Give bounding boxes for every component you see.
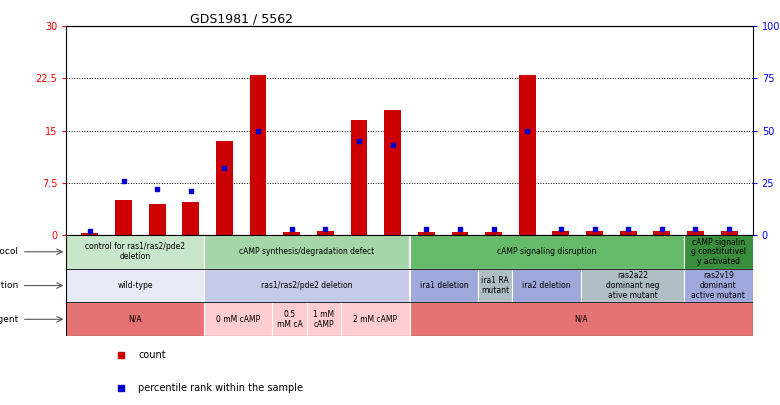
Point (588, 226, 601, 232)
Text: count: count (138, 350, 166, 360)
Text: ras2v19
dominant
active mutant: ras2v19 dominant active mutant (691, 271, 746, 300)
Bar (620, 231, 636, 235)
Text: GDS1981 / 5562: GDS1981 / 5562 (190, 12, 292, 25)
Bar (317, 231, 334, 235)
Text: wild-type: wild-type (117, 281, 153, 290)
Bar (250, 75, 267, 235)
Text: genotype/variation: genotype/variation (0, 281, 18, 290)
Text: 0.5
mM cA: 0.5 mM cA (276, 310, 303, 328)
Text: ira2 deletion: ira2 deletion (523, 281, 571, 290)
Text: ras1/ras2/pde2 deletion: ras1/ras2/pde2 deletion (261, 281, 353, 290)
Point (723, 226, 736, 232)
Bar (204, 303, 272, 336)
Text: 1 mM
cAMP: 1 mM cAMP (313, 310, 335, 328)
Text: protocol: protocol (0, 247, 18, 256)
Bar (183, 202, 199, 235)
Bar (66, 235, 204, 269)
Bar (586, 231, 603, 235)
Text: 0 mM cAMP: 0 mM cAMP (216, 315, 260, 324)
Bar (684, 235, 753, 269)
Text: N/A: N/A (128, 315, 142, 324)
Point (555, 226, 567, 232)
Bar (654, 231, 670, 235)
Point (353, 138, 365, 144)
Bar (452, 232, 468, 235)
Bar (204, 269, 410, 303)
Point (521, 127, 534, 134)
Point (218, 165, 231, 171)
Bar (552, 231, 569, 235)
Point (420, 226, 433, 232)
Point (656, 226, 668, 232)
Bar (204, 235, 410, 269)
Point (488, 226, 500, 232)
Bar (410, 235, 684, 269)
Text: agent: agent (0, 315, 18, 324)
Point (386, 142, 399, 149)
Bar (81, 233, 98, 235)
Point (622, 226, 634, 232)
Point (115, 385, 127, 391)
Text: N/A: N/A (574, 315, 588, 324)
Point (285, 226, 298, 232)
Text: cAMP synthesis/degradation defect: cAMP synthesis/degradation defect (239, 247, 374, 256)
Point (690, 226, 702, 232)
Text: ira1 deletion: ira1 deletion (420, 281, 468, 290)
Point (151, 186, 163, 192)
Text: 2 mM cAMP: 2 mM cAMP (353, 315, 397, 324)
Bar (66, 269, 204, 303)
Text: percentile rank within the sample: percentile rank within the sample (138, 383, 303, 393)
Bar (581, 269, 684, 303)
Bar (410, 269, 478, 303)
Bar (519, 75, 536, 235)
Point (117, 177, 129, 184)
Bar (485, 232, 502, 235)
Point (83, 228, 96, 234)
Point (252, 127, 264, 134)
Text: ira1 RA
mutant: ira1 RA mutant (481, 276, 509, 295)
Point (319, 226, 332, 232)
Text: control for ras1/ras2/pde2
deletion: control for ras1/ras2/pde2 deletion (85, 243, 185, 261)
Text: cAMP signalin
g constitutivel
y activated: cAMP signalin g constitutivel y activate… (691, 238, 746, 266)
Point (454, 226, 466, 232)
Bar (385, 110, 401, 235)
Bar (341, 303, 410, 336)
Bar (478, 269, 512, 303)
Point (115, 352, 127, 359)
Bar (351, 120, 367, 235)
Point (185, 188, 197, 194)
Text: ras2a22
dominant neg
ative mutant: ras2a22 dominant neg ative mutant (606, 271, 659, 300)
Bar (115, 200, 132, 235)
Text: cAMP signaling disruption: cAMP signaling disruption (497, 247, 597, 256)
Bar (307, 303, 341, 336)
Bar (272, 303, 307, 336)
Bar (512, 269, 581, 303)
Bar (418, 232, 434, 235)
Bar (66, 303, 204, 336)
Bar (684, 269, 753, 303)
Bar (721, 231, 738, 235)
Bar (283, 232, 300, 235)
Bar (410, 303, 753, 336)
Bar (687, 231, 704, 235)
Bar (149, 204, 165, 235)
Bar (216, 141, 233, 235)
